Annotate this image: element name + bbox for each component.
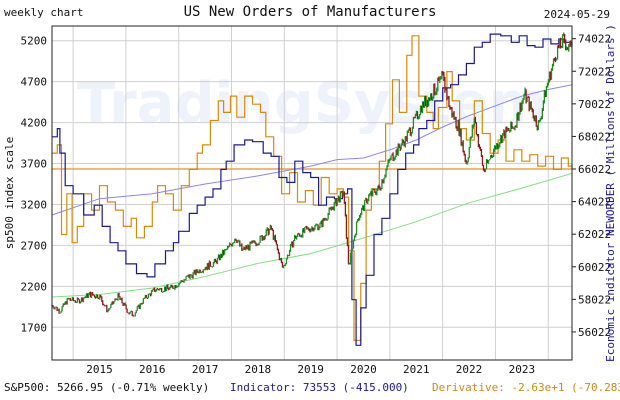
y-left-tick-label: 4700 (21, 76, 48, 89)
y-right-tick-label: 62022 (578, 228, 611, 241)
y-right-tick-label: 68022 (578, 130, 611, 143)
footer-derivative: Derivative: -2.63e+1 (-70.283) (432, 381, 620, 394)
y-right-tick-label: 70022 (578, 98, 611, 111)
x-tick-label: 2019 (297, 363, 324, 376)
y-right-tick-label: 66022 (578, 163, 611, 176)
chart-title: US New Orders of Manufacturers (183, 4, 437, 20)
grid-lines (52, 26, 572, 360)
y-right-tick-label: 60022 (578, 261, 611, 274)
y-right-tick-label: 72022 (578, 65, 611, 78)
x-tick-label: 2015 (86, 363, 113, 376)
y-right-tick-label: 56022 (578, 326, 611, 339)
y-left-tick-label: 2200 (21, 280, 48, 293)
y-axis-label-left: sp500 index scale (3, 137, 16, 250)
y-left-tick-label: 3700 (21, 158, 48, 171)
y-left-tick-label: 4200 (21, 117, 48, 130)
series-indicator (52, 33, 573, 346)
plot-frame (51, 25, 573, 361)
series-sp500 (51, 32, 573, 317)
y-axis-label-right: Economic indicator NEWORDER ( Millions o… (604, 24, 617, 362)
x-tick-label: 2022 (456, 363, 483, 376)
footer-indicator: Indicator: 73553 (-415.000) (230, 381, 409, 394)
x-tick-label: 2023 (509, 363, 536, 376)
y-right-tick-label: 58022 (578, 293, 611, 306)
series-derivative (52, 35, 573, 341)
series-layer (51, 32, 573, 346)
y-left-tick-label: 1700 (21, 321, 48, 334)
x-tick-label: 2018 (245, 363, 272, 376)
x-tick-label: 2020 (350, 363, 377, 376)
x-tick-label: 2017 (192, 363, 219, 376)
y-left-tick-label: 5200 (21, 35, 48, 48)
chart-period-label: weekly chart (4, 6, 84, 19)
series-long-ma (51, 84, 573, 216)
x-tick-label: 2016 (139, 363, 166, 376)
footer-sp500: S&P500: 5266.95 (-0.71% weekly) (4, 381, 210, 394)
y-left-tick-label: 2700 (21, 239, 48, 252)
y-right-tick-label: 74022 (578, 33, 611, 46)
series-slow-ma (51, 172, 573, 298)
x-tick-label: 2021 (403, 363, 430, 376)
y-right-tick-label: 64022 (578, 196, 611, 209)
axis-labels: 5200 4700 4200 3700 3200 2700 2200 1700 74022 720… (21, 33, 612, 376)
chart-date: 2024-05-29 (543, 8, 610, 21)
y-left-tick-label: 3200 (21, 198, 48, 211)
